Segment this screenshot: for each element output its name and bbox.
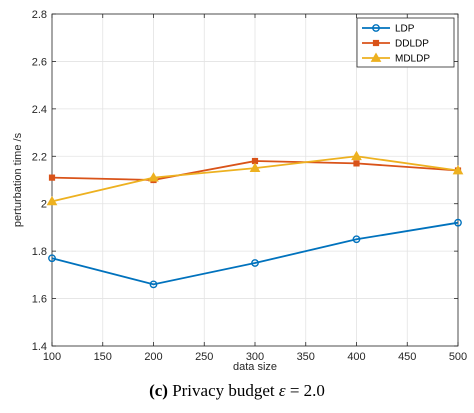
y-tick-label: 1.4 — [32, 341, 47, 353]
x-tick-label: 100 — [43, 351, 61, 363]
y-tick-label: 2.4 — [32, 104, 47, 116]
legend-item-mdldp: MDLDP — [362, 52, 430, 65]
legend-label: MDLDP — [395, 54, 430, 65]
x-tick-label: 450 — [398, 351, 416, 363]
caption-symbol: ε — [278, 381, 286, 400]
x-tick-label: 150 — [94, 351, 112, 363]
y-tick-label: 2.2 — [32, 151, 47, 163]
legend-marker — [372, 39, 380, 47]
y-tick-label: 2 — [41, 199, 47, 211]
caption-value: = 2.0 — [285, 381, 325, 400]
data-point-ldp — [149, 280, 158, 289]
x-tick-label: 200 — [144, 351, 162, 363]
line-chart: 100 150 200 250 300 350 400 450 500 1.4 1.6 1.8 2 2.2… — [12, 9, 467, 373]
x-tick-label: 250 — [195, 351, 213, 363]
x-axis-label: data size — [233, 361, 277, 373]
x-tick-label: 350 — [297, 351, 315, 363]
legend-label: DDLDP — [395, 39, 429, 50]
x-tick-label: 400 — [347, 351, 365, 363]
legend-marker — [372, 24, 380, 32]
data-point-ldp — [352, 235, 361, 244]
y-tick-label: 1.8 — [32, 246, 47, 258]
legend-marker — [370, 52, 382, 62]
data-point-mdldp — [46, 195, 58, 206]
y-tick-label: 2.8 — [32, 9, 47, 21]
data-point-mdldp — [148, 172, 159, 182]
legend-item-ddldp: DDLDP — [362, 39, 429, 50]
data-point-ddldp — [353, 160, 360, 167]
x-tick-label: 500 — [449, 351, 467, 363]
y-tick-label: 1.6 — [32, 294, 47, 306]
data-point-ldp — [48, 254, 56, 263]
legend-item-ldp: LDP — [362, 24, 415, 35]
y-axis-label: perturbation time /s — [12, 132, 24, 227]
data-point-ldp — [454, 218, 462, 227]
legend-label: LDP — [395, 24, 415, 35]
caption-label: (c) — [149, 381, 168, 400]
data-point-mdldp — [452, 165, 464, 175]
series-layer — [46, 150, 464, 289]
caption-text: Privacy budget — [167, 381, 279, 400]
y-tick-label: 2.6 — [32, 56, 47, 68]
data-point-mdldp — [351, 150, 362, 161]
series-ldp — [48, 218, 462, 289]
ticks: 100 150 200 250 300 350 400 450 500 1.4 1.6 1.8 2 2.2… — [32, 9, 467, 363]
data-point-ddldp — [48, 174, 56, 181]
legend: LDP DDLDP MDLDP — [356, 17, 455, 68]
series-line-ldp — [51, 221, 459, 286]
data-point-mdldp — [249, 162, 261, 173]
series-mdldp — [46, 150, 464, 206]
data-point-ldp — [251, 259, 259, 267]
x-tick-label: 300 — [246, 351, 264, 363]
figure-caption: (c) Privacy budget ε = 2.0 — [0, 381, 474, 401]
